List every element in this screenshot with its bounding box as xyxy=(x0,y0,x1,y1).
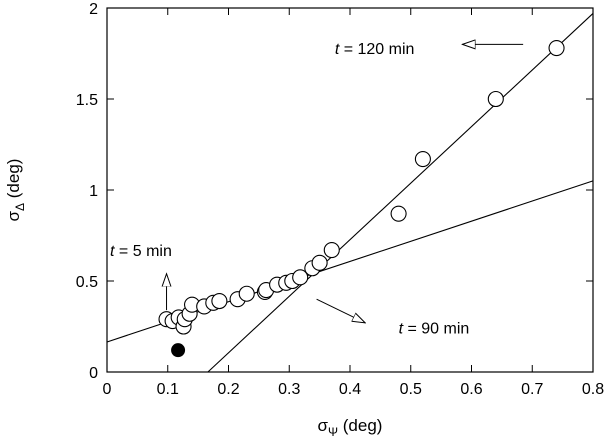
x-axis-ticks: 0 0.1 0.2 0.3 0.4 0.5 0.6 0.7 0.8 xyxy=(103,8,604,398)
annotation-text: = 5 min xyxy=(114,243,171,260)
open-point xyxy=(211,292,228,310)
annotation-var: t xyxy=(335,41,340,58)
x-tick-label: 0.5 xyxy=(400,381,422,398)
open-point xyxy=(323,242,340,259)
x-tick-label: 0.4 xyxy=(339,381,361,398)
annotation-label: t = 120 min xyxy=(335,41,415,58)
x-axis-label: σΨ (deg) xyxy=(318,416,383,439)
x-tick-label: 0.3 xyxy=(278,381,300,398)
data-points xyxy=(158,39,565,358)
y-tick-label: 0.5 xyxy=(76,274,98,291)
annotation-var: t xyxy=(110,243,115,260)
y-axis-label-unit: (deg) xyxy=(4,159,23,203)
y-tick-label: 0 xyxy=(89,365,98,382)
annotation-text: = 120 min xyxy=(339,41,414,58)
x-tick-label: 0.6 xyxy=(460,381,482,398)
annotation-text: = 90 min xyxy=(403,320,469,337)
y-axis-label-base: σ xyxy=(4,210,23,221)
y-axis-label: σΔ (deg) xyxy=(4,159,27,222)
x-tick-label: 0.7 xyxy=(521,381,543,398)
open-point xyxy=(548,39,565,57)
annotation-label: t = 5 min xyxy=(110,243,172,260)
x-axis-label-sub: Ψ xyxy=(328,425,338,439)
y-axis-label-sub: Δ xyxy=(13,203,27,211)
fit-line-2 xyxy=(207,13,594,373)
open-point xyxy=(292,269,309,286)
annotation-label: t = 90 min xyxy=(399,320,470,337)
open-point xyxy=(238,285,255,302)
x-tick-label: 0.2 xyxy=(217,381,239,398)
x-tick-label: 0 xyxy=(103,381,112,398)
x-tick-label: 0.1 xyxy=(157,381,179,398)
open-point xyxy=(390,205,407,222)
open-point xyxy=(311,254,328,271)
filled-point xyxy=(171,343,186,358)
open-point xyxy=(487,90,504,108)
y-tick-label: 2 xyxy=(89,1,98,18)
y-axis-ticks: 0 0.5 1 1.5 2 xyxy=(76,1,593,382)
y-tick-label: 1.5 xyxy=(76,92,98,109)
annotation-var: t xyxy=(399,320,404,337)
annotation-arrow xyxy=(316,298,366,323)
open-point xyxy=(414,151,431,168)
x-tick-label: 0.8 xyxy=(582,381,604,398)
x-axis-label-base: σ xyxy=(318,416,329,435)
x-axis-label-unit: (deg) xyxy=(338,416,382,435)
y-tick-label: 1 xyxy=(89,183,98,200)
